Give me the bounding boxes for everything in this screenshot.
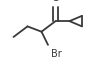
Text: Br: Br (50, 49, 61, 59)
Text: O: O (51, 0, 60, 3)
